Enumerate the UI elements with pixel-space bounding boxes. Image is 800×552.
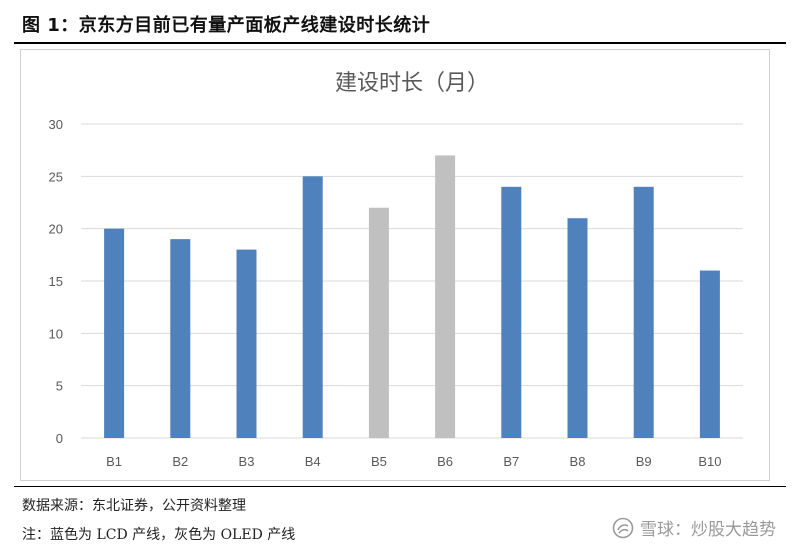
bar-b1 xyxy=(104,228,125,438)
x-tick-label: B8 xyxy=(570,454,586,469)
y-tick-label: 10 xyxy=(49,326,63,341)
y-tick-label: 5 xyxy=(56,379,63,394)
bar-b10 xyxy=(699,270,720,438)
figure-header: 图 1：京东方目前已有量产面板产线建设时长统计 xyxy=(14,6,786,44)
x-tick-label: B7 xyxy=(503,454,519,469)
x-tick-label: B10 xyxy=(698,454,721,469)
x-tick-label: B9 xyxy=(636,454,652,469)
x-tick-label: B3 xyxy=(239,454,255,469)
bar-layer xyxy=(104,155,720,438)
figure-footer: 数据来源：东北证券，公开资料整理 注：蓝色为 LCD 产线，灰色为 OLED 产… xyxy=(14,486,786,549)
figure-title: 图 1：京东方目前已有量产面板产线建设时长统计 xyxy=(22,15,431,36)
bar-b8 xyxy=(567,218,588,438)
grid-layer xyxy=(81,123,743,439)
y-tick-label: 30 xyxy=(49,117,63,132)
bar-b2 xyxy=(170,239,191,438)
chart-title: 建设时长（月） xyxy=(335,71,489,96)
color-note: 注：蓝色为 LCD 产线，灰色为 OLED 产线 xyxy=(22,527,296,543)
snowball-logo-icon xyxy=(612,517,634,538)
watermark-text: 雪球：炒股大趋势 xyxy=(640,520,776,540)
x-tick-label: B6 xyxy=(437,454,453,469)
y-tick-label: 15 xyxy=(49,274,63,289)
bar-b3 xyxy=(236,249,257,438)
x-tick-label: B1 xyxy=(106,454,122,469)
y-axis-ticks: 0 5 10 15 20 25 30 xyxy=(49,117,63,446)
bar-b5 xyxy=(368,207,389,438)
bar-b9 xyxy=(633,186,654,438)
bar-b4 xyxy=(302,176,323,438)
chart-frame: 建设时长（月） 0 5 10 15 20 25 30 B1 B2 B3 B4 B5 B6 B7 B8 B9 B… xyxy=(20,49,770,481)
y-tick-label: 20 xyxy=(49,222,63,237)
y-tick-label: 25 xyxy=(49,169,63,184)
x-tick-label: B5 xyxy=(371,454,387,469)
bar-b7 xyxy=(501,186,522,438)
y-tick-label: 0 xyxy=(56,431,63,446)
x-tick-label: B2 xyxy=(172,454,188,469)
watermark: 雪球：炒股大趋势 xyxy=(612,515,776,540)
source-note: 数据来源：东北证券，公开资料整理 xyxy=(22,498,246,514)
x-tick-label: B4 xyxy=(305,454,321,469)
x-axis-ticks: B1 B2 B3 B4 B5 B6 B7 B8 B9 B10 xyxy=(106,454,721,469)
bar-b6 xyxy=(435,155,456,438)
